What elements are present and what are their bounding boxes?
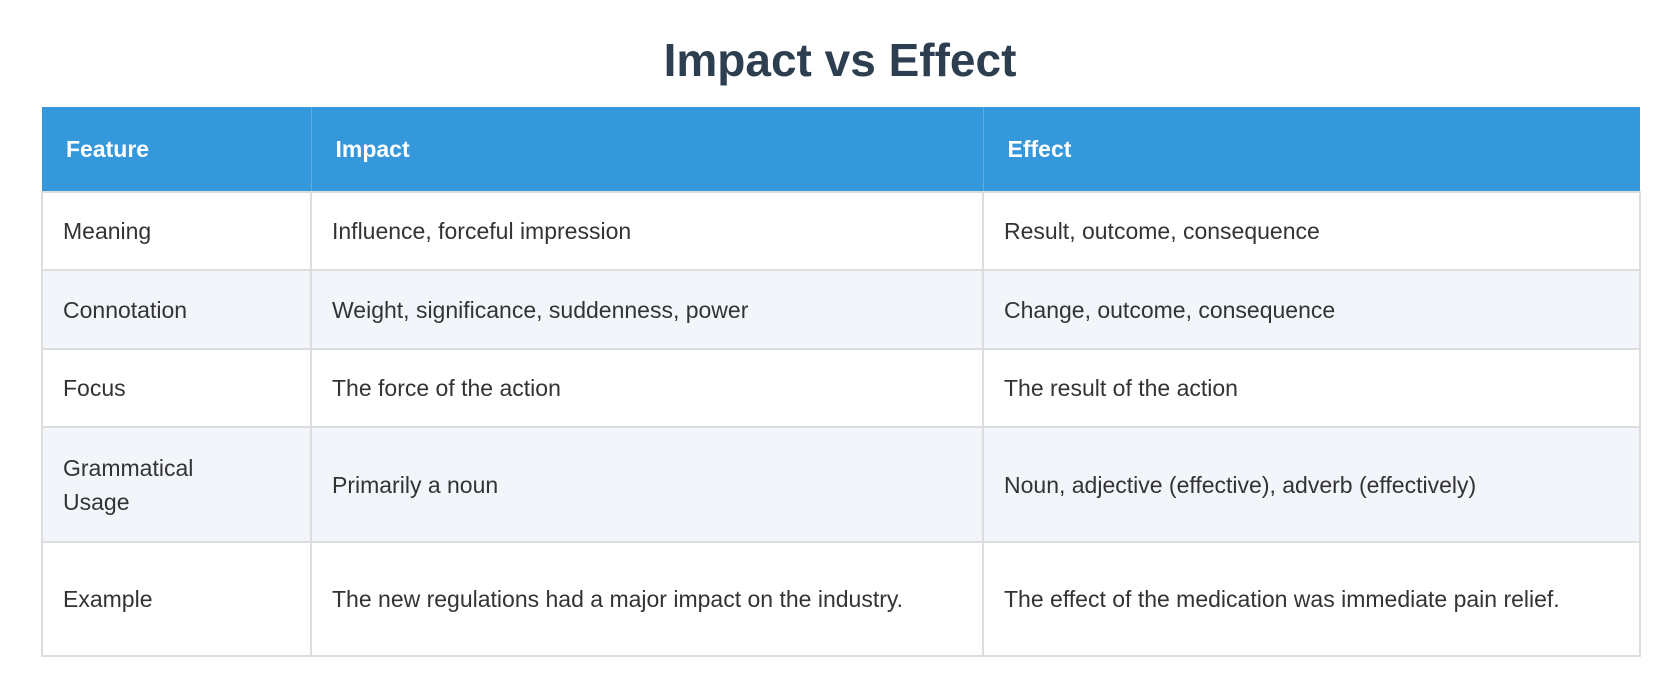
table-row: Connotation Weight, significance, sudden… — [41, 269, 1641, 350]
cell-impact: Influence, forceful impression — [310, 191, 984, 271]
cell-impact: The new regulations had a major impact o… — [310, 541, 984, 657]
cell-impact: Weight, significance, suddenness, power — [310, 269, 984, 350]
table-row: Focus The force of the action The result… — [41, 348, 1641, 428]
cell-feature: Example — [41, 541, 312, 657]
cell-effect: Change, outcome, consequence — [982, 269, 1641, 350]
table-row: Example The new regulations had a major … — [41, 541, 1641, 657]
page-title: Impact vs Effect — [663, 34, 1017, 86]
table-row: Meaning Influence, forceful impression R… — [41, 191, 1641, 271]
cell-effect: Noun, adjective (effective), adverb (eff… — [982, 426, 1641, 543]
cell-effect: The effect of the medication was immedia… — [982, 541, 1641, 657]
cell-impact: Primarily a noun — [310, 426, 984, 543]
header-row: Feature Impact Effect — [42, 107, 1640, 192]
cell-feature: Focus — [41, 348, 312, 428]
cell-feature: Meaning — [41, 191, 312, 271]
header-effect: Effect — [983, 107, 1640, 192]
header-feature: Feature — [42, 107, 312, 192]
cell-feature: Connotation — [41, 269, 312, 350]
comparison-table: Feature Impact Effect Meaning Influence,… — [41, 107, 1641, 657]
cell-effect: Result, outcome, consequence — [982, 191, 1641, 271]
header-impact: Impact — [311, 107, 984, 192]
cell-effect: The result of the action — [982, 348, 1641, 428]
cell-impact: The force of the action — [310, 348, 984, 428]
cell-feature: Grammatical Usage — [41, 426, 312, 543]
table-row: Grammatical Usage Primarily a noun Noun,… — [41, 426, 1641, 543]
